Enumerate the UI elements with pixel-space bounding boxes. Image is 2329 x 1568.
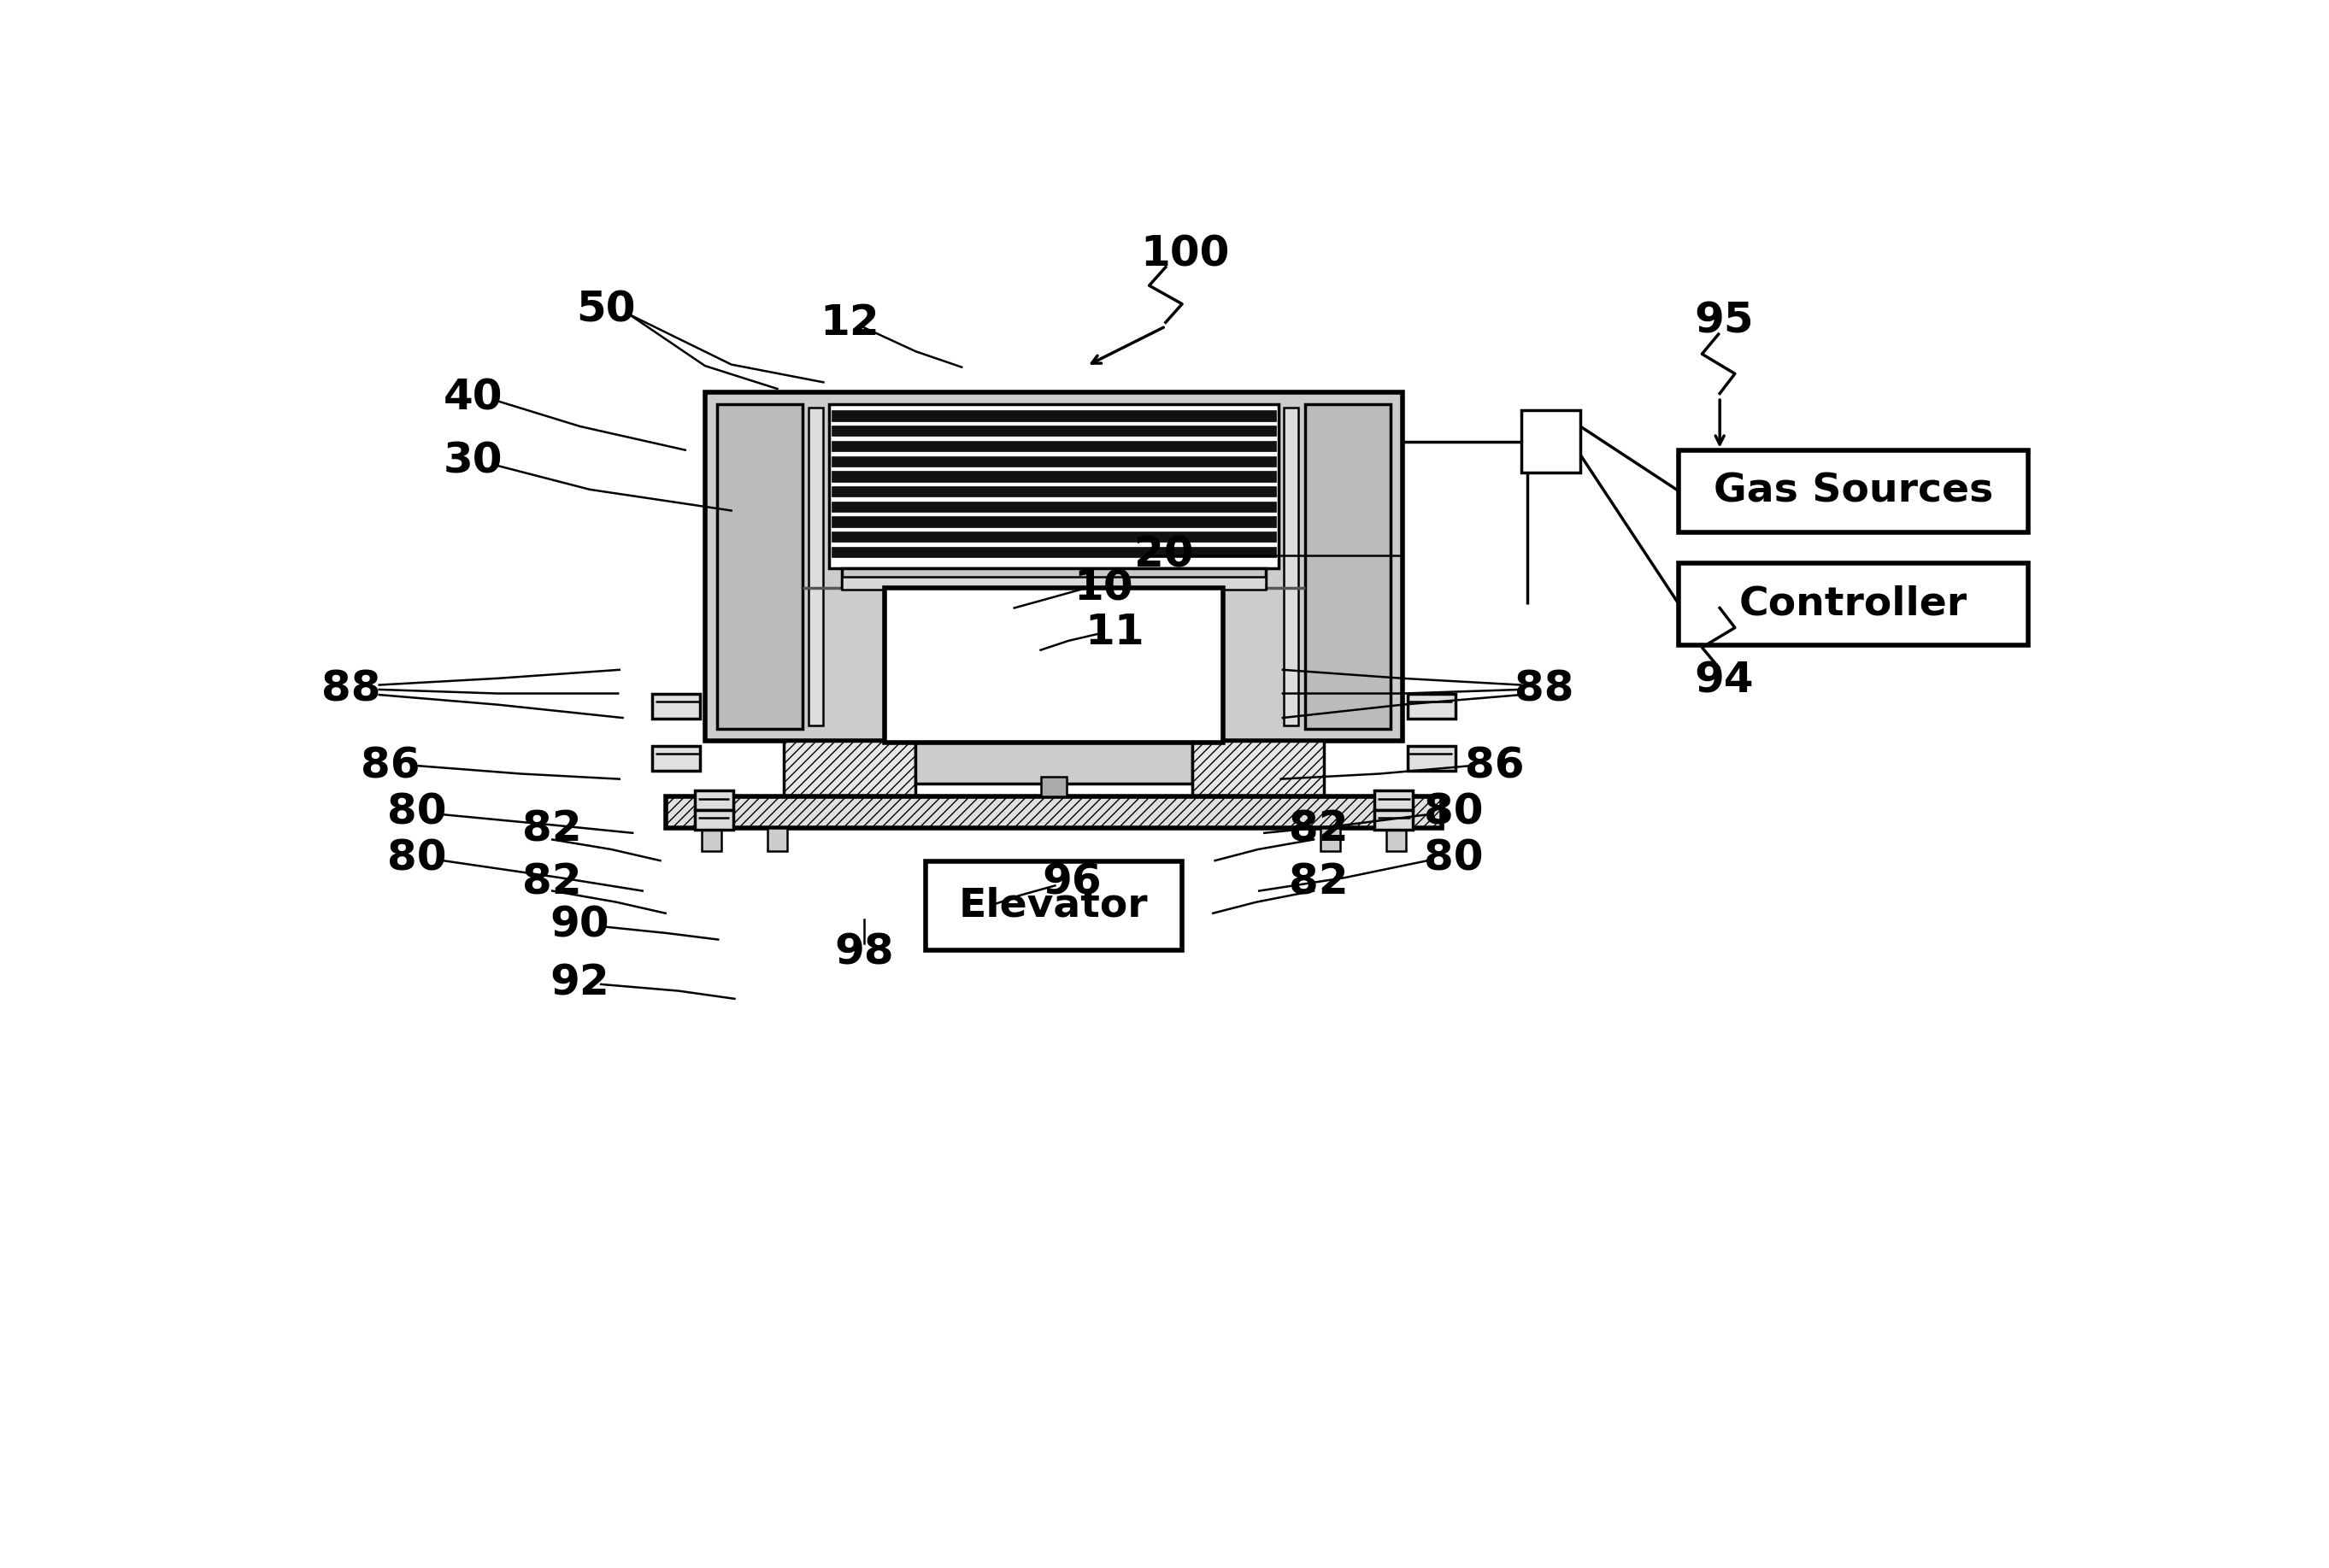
Bar (831, 486, 1276, 497)
Bar (701, 828, 722, 851)
Bar (652, 693, 699, 718)
Text: 96: 96 (1043, 862, 1102, 903)
Text: 90: 90 (550, 905, 610, 946)
Bar (785, 740, 915, 797)
Bar (769, 828, 787, 851)
Text: 98: 98 (834, 933, 894, 974)
Text: 88: 88 (1514, 670, 1574, 710)
Bar (1041, 778, 1067, 797)
Text: 88: 88 (321, 670, 380, 710)
Bar (694, 811, 734, 829)
Text: 86: 86 (1465, 745, 1525, 787)
Bar (706, 392, 1402, 740)
Bar (1679, 563, 2029, 646)
Bar (831, 547, 1276, 557)
Text: 92: 92 (550, 963, 610, 1004)
Bar (915, 740, 1192, 784)
Bar (885, 588, 1223, 743)
Text: 86: 86 (361, 745, 419, 787)
Bar (1304, 405, 1390, 729)
Bar (1407, 693, 1456, 718)
Bar (1407, 746, 1456, 771)
Text: 80: 80 (387, 792, 447, 833)
Bar (831, 502, 1276, 511)
Text: 82: 82 (1288, 809, 1348, 850)
Bar (831, 411, 1276, 422)
Bar (1321, 828, 1339, 851)
Bar (831, 532, 1276, 543)
Bar (841, 569, 1265, 588)
Bar (1679, 450, 2029, 532)
Bar (1374, 790, 1411, 811)
Bar (831, 470, 1276, 481)
Text: 100: 100 (1141, 234, 1230, 274)
Text: 40: 40 (443, 376, 503, 419)
Text: 20: 20 (1134, 535, 1195, 575)
Bar (652, 746, 699, 771)
Bar (841, 577, 1265, 590)
Bar (831, 516, 1276, 527)
Text: 95: 95 (1693, 301, 1754, 342)
Bar (831, 456, 1276, 466)
Bar (666, 797, 1442, 828)
Text: 11: 11 (1085, 612, 1144, 652)
Text: 82: 82 (1288, 862, 1348, 903)
Bar (831, 425, 1276, 436)
Text: 30: 30 (443, 441, 503, 481)
Text: 94: 94 (1693, 660, 1754, 701)
Bar (1386, 828, 1407, 851)
Bar (831, 441, 1276, 452)
Text: 82: 82 (522, 809, 582, 850)
Text: 12: 12 (820, 303, 880, 343)
Bar (808, 408, 824, 726)
Text: 80: 80 (1425, 792, 1484, 833)
Bar (1521, 409, 1581, 472)
Text: 82: 82 (522, 862, 582, 903)
Text: Gas Sources: Gas Sources (1714, 472, 1994, 510)
Text: 80: 80 (387, 837, 447, 878)
Bar (1283, 408, 1300, 726)
Text: Controller: Controller (1740, 585, 1968, 624)
Bar (829, 405, 1279, 569)
Bar (717, 405, 804, 729)
Text: Elevator: Elevator (960, 886, 1148, 925)
Bar (1374, 811, 1411, 829)
Bar (1192, 740, 1323, 797)
Text: 50: 50 (578, 290, 636, 331)
Bar (694, 790, 734, 811)
Text: 10: 10 (1074, 568, 1132, 608)
Text: 80: 80 (1425, 837, 1484, 878)
Bar (925, 861, 1183, 950)
